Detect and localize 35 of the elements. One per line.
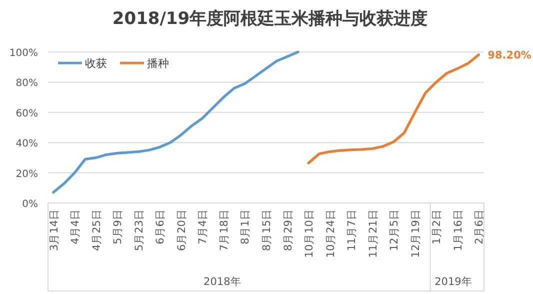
x-tick-label: 7月18日 (218, 209, 230, 252)
x-tick-label: 8月1日 (240, 209, 252, 244)
x-tick-label: 10月10日 (304, 209, 316, 258)
x-tick-label: 6月6日 (154, 209, 167, 244)
x-tick-label: 4月4日 (70, 209, 82, 244)
x-tick-label: 11月21日 (367, 209, 380, 258)
text: 2019年 (434, 276, 472, 288)
x-tick-label: 1月2日 (431, 209, 444, 244)
x-tick-label: 11月7日 (346, 209, 358, 252)
line-series (307, 53, 480, 164)
y-tick-label: 100% (9, 48, 38, 59)
x-tick-label: 3月14日 (48, 209, 60, 252)
x-tick-label: 12月19日 (410, 209, 422, 258)
x-tick-label: 6月20日 (176, 209, 188, 252)
x-tick-label: 5月23日 (133, 209, 146, 252)
y-tick-label: 80% (16, 78, 38, 90)
x-tick-label: 8月29日 (282, 209, 294, 252)
x-tick-label: 4月25日 (90, 209, 103, 252)
x-tick-label: 10月24日 (324, 209, 337, 258)
line-series (52, 50, 300, 194)
x-tick-label: 2月6日 (474, 209, 486, 244)
y-tick-label: 60% (16, 108, 38, 120)
y-tick-label: 0% (22, 199, 38, 210)
y-tick-label: 40% (16, 138, 38, 150)
chart-title: 2018/19年度阿根廷玉米播种与收获进度 (112, 9, 428, 29)
data-label: 98.20% (488, 50, 532, 62)
y-tick-label: 20% (16, 168, 38, 180)
x-tick-label: 12月5日 (388, 209, 401, 252)
x-tick-label: 8月15日 (261, 209, 273, 252)
x-tick-label: 7月4日 (197, 209, 210, 244)
legend-label: 播种 (147, 57, 169, 70)
text: 2018年 (204, 276, 242, 288)
x-tick-label: 5月9日 (112, 209, 124, 244)
legend-label: 收获 (85, 57, 107, 70)
x-tick-label: 1月16日 (452, 209, 464, 252)
